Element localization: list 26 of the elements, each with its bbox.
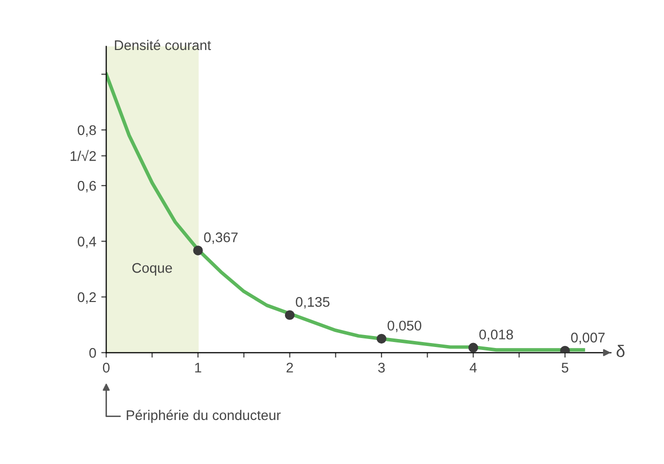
data-label: 0,007 bbox=[571, 332, 605, 344]
y-tick-label: 0,8 bbox=[78, 125, 96, 137]
point bbox=[193, 246, 203, 256]
x-tick-label: 1 bbox=[195, 362, 202, 372]
data-label: 0,018 bbox=[479, 330, 513, 342]
point bbox=[376, 334, 386, 344]
y-tick-label: 0,6 bbox=[78, 180, 96, 192]
text: Périphérie du conducteur bbox=[126, 410, 281, 423]
data-label: 0,135 bbox=[296, 297, 330, 308]
x-tick-label: 0 bbox=[102, 362, 110, 373]
x-tick-label: 5 bbox=[562, 362, 568, 373]
y-axis-title: Densité courant bbox=[114, 40, 211, 50]
data-label: 0,050 bbox=[388, 320, 422, 332]
x-tick-label: 2 bbox=[286, 362, 293, 372]
y-tick-label: 0,4 bbox=[78, 236, 96, 248]
point bbox=[560, 346, 570, 353]
band-label: Coque bbox=[132, 263, 172, 276]
point bbox=[468, 342, 478, 352]
y-tick-label: 0 bbox=[89, 348, 96, 358]
x-axis-title: δ bbox=[616, 344, 624, 358]
data-label: 0,367 bbox=[204, 232, 238, 244]
point bbox=[284, 310, 295, 320]
y-tick-label: 0,2 bbox=[78, 292, 96, 304]
x-tick-label: 4 bbox=[470, 362, 477, 372]
x-tick-label: 3 bbox=[378, 362, 385, 373]
y-tick-label: 1/√2 bbox=[70, 150, 96, 161]
